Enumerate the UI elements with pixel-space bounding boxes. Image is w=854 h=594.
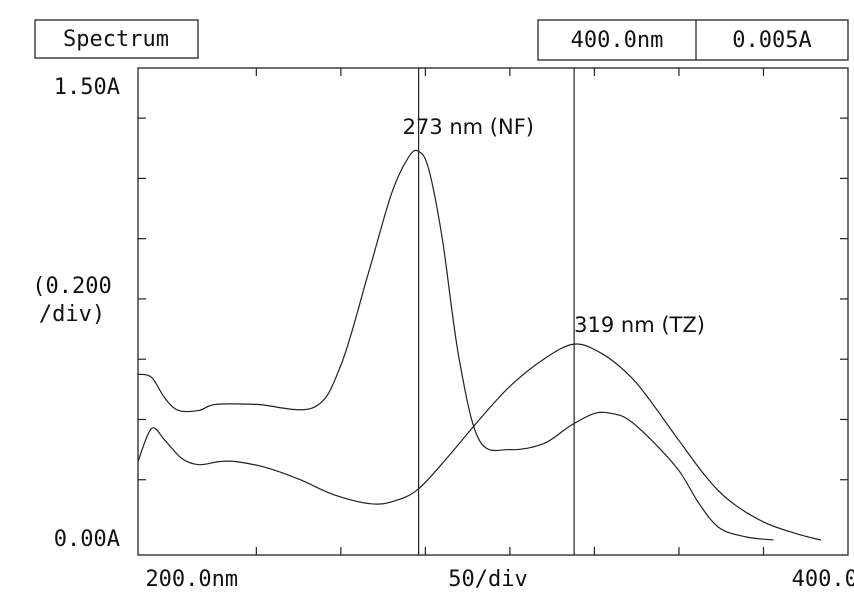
x-scale-label: 50/div — [448, 567, 527, 592]
readout-wavelength: 400.0nm — [571, 28, 664, 53]
readout-box — [537, 19, 849, 61]
annotation: 319 nm (TZ) — [574, 313, 705, 337]
mode-label: Spectrum — [63, 27, 169, 52]
readout-absorbance: 0.005A — [732, 28, 811, 53]
y-tick-label: 0.00A — [54, 527, 120, 552]
x-tick-label: 200.0nm — [145, 567, 238, 592]
plot-frame — [137, 67, 849, 556]
spectrum-line — [137, 343, 822, 541]
mode-box — [34, 19, 199, 59]
y-tick-label: 1.50A — [54, 75, 120, 100]
y-scale-label: (0.200/div) — [32, 274, 111, 327]
annotation: 273 nm (NF) — [403, 115, 534, 139]
x-tick-label: 400.0nm — [792, 567, 854, 592]
spectrum-line — [137, 149, 774, 541]
